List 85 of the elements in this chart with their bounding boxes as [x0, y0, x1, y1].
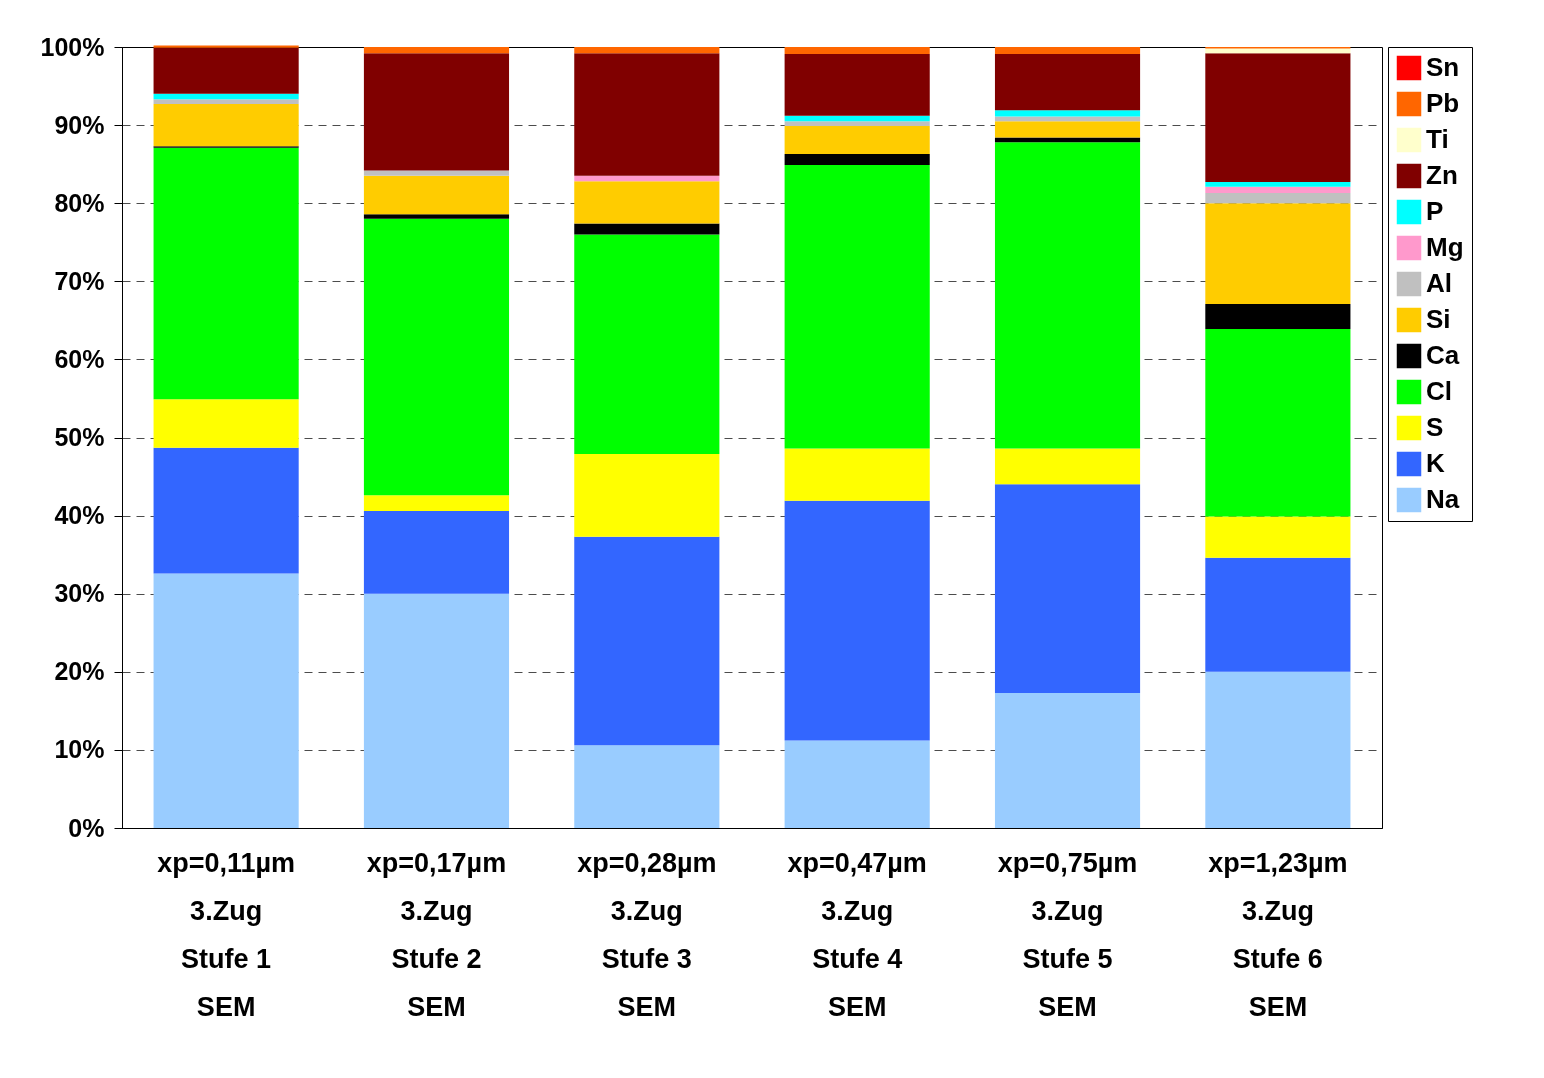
bar: [784, 500, 930, 741]
bar: [363, 510, 510, 594]
bar: [994, 121, 1141, 138]
y-tick-label: 60%: [54, 344, 105, 373]
y-tick-label: 100%: [40, 32, 105, 61]
bar: [574, 453, 720, 537]
bar: [994, 54, 1141, 111]
legend-label: Zn: [1426, 160, 1458, 190]
legend-label: Ti: [1426, 124, 1449, 154]
bar: [363, 175, 510, 215]
bar: [153, 47, 299, 94]
x-tick-label: xp=0,28µm 3.Zug Stufe 3 SEM: [577, 847, 717, 1022]
x-tick-label: xp=1,23µm 3.Zug Stufe 6 SEM: [1208, 847, 1348, 1022]
legend-label: K: [1426, 448, 1445, 478]
bar: [784, 115, 930, 122]
bar: [153, 104, 299, 147]
bar: [784, 47, 930, 55]
bar: [1205, 186, 1351, 194]
bar: [363, 47, 510, 54]
bar: [1205, 328, 1351, 517]
bar: [1205, 303, 1351, 329]
y-tick-label: 0%: [68, 813, 105, 842]
y-tick-label: 30%: [54, 579, 105, 608]
bar: [574, 175, 720, 182]
legend-label: S: [1426, 412, 1444, 442]
bar: [784, 54, 930, 116]
x-tick-label: xp=0,11µm 3.Zug Stufe 1 SEM: [157, 847, 296, 1022]
bar: [363, 593, 510, 828]
bar: [784, 154, 930, 165]
bar: [994, 448, 1141, 485]
bar: [994, 692, 1141, 828]
bar: [363, 170, 510, 176]
legend-label: Cl: [1426, 376, 1452, 406]
bar: [994, 47, 1141, 55]
y-tick-label: 70%: [54, 266, 105, 295]
bar: [574, 536, 720, 746]
bar: [153, 99, 299, 105]
bar: [574, 53, 720, 176]
legend-label: Mg: [1426, 232, 1464, 262]
bar: [784, 121, 930, 126]
bar: [1205, 182, 1351, 187]
bar: [153, 93, 299, 100]
legend-label: Al: [1426, 268, 1452, 298]
bar: [153, 399, 299, 448]
y-tick-label: 20%: [54, 657, 105, 686]
bar: [1205, 193, 1351, 204]
bar: [994, 484, 1141, 693]
x-tick-label: xp=0,47µm 3.Zug Stufe 4 SEM: [787, 847, 927, 1022]
bar: [574, 47, 720, 54]
bar: [994, 110, 1141, 117]
bar: [363, 214, 510, 219]
bar: [153, 573, 299, 828]
bar: [363, 53, 510, 171]
y-tick-label: 50%: [54, 423, 105, 451]
bar: [1205, 203, 1351, 304]
y-tick-label: 80%: [54, 188, 105, 217]
bar: [1205, 671, 1351, 828]
bar: [1205, 53, 1351, 183]
bar: [153, 147, 299, 400]
bar: [784, 125, 930, 154]
x-tick-label: xp=0,75µm 3.Zug Stufe 5 SEM: [997, 847, 1138, 1022]
bar: [1205, 557, 1351, 672]
bar: [153, 45, 299, 48]
legend-label: Pb: [1426, 88, 1460, 118]
bar: [784, 164, 930, 449]
y-tick-label: 40%: [54, 501, 105, 530]
bar: [784, 740, 930, 828]
bar: [153, 447, 299, 574]
legend-label: Na: [1426, 484, 1460, 514]
legend-label: Sn: [1426, 52, 1460, 82]
bar: [574, 234, 720, 454]
legend-label: P: [1426, 196, 1444, 226]
x-tick-label: xp=0,17µm 3.Zug Stufe 2 SEM: [366, 847, 507, 1022]
bar: [1205, 516, 1351, 558]
legend-label: Ca: [1426, 340, 1460, 370]
bar: [784, 448, 930, 501]
bar: [994, 142, 1141, 449]
bar: [363, 218, 510, 496]
y-tick-label: 90%: [54, 110, 105, 139]
bar: [363, 495, 510, 511]
legend-label: Si: [1426, 304, 1451, 334]
bar: [574, 223, 720, 235]
bar: [574, 745, 720, 828]
y-tick-label: 10%: [54, 735, 105, 764]
bar: [574, 181, 720, 224]
